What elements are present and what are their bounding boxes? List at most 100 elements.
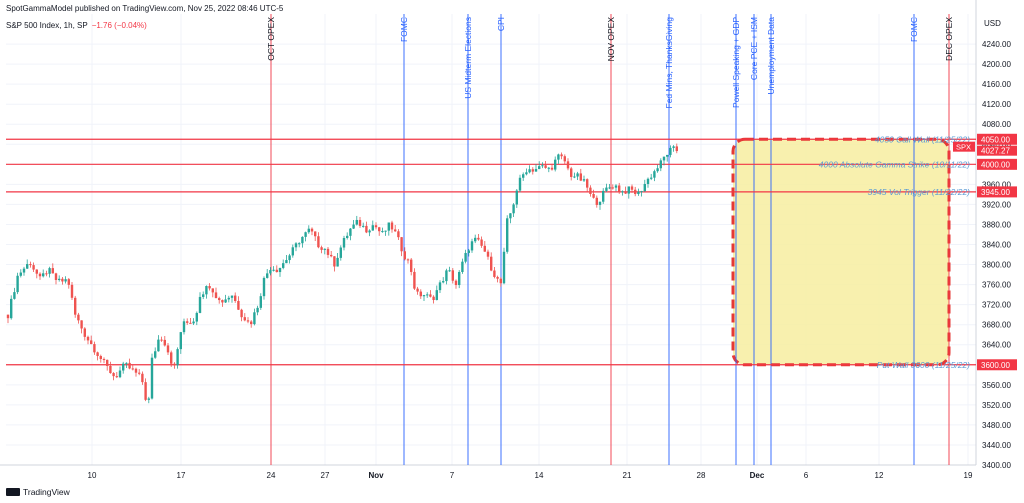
- candle-body-15: [54, 273, 58, 280]
- y-tick-18: 4120.00: [982, 100, 1011, 109]
- event-label-0: OCT OPEX: [266, 17, 276, 61]
- price-axis[interactable]: 3400.00 3440.00 3480.00 3520.00 3560.00 3600.…: [953, 40, 1017, 470]
- level-tag-1: 4000.00: [981, 160, 1010, 169]
- candle-body-200: [646, 178, 650, 184]
- event-label-5: Fed Mins, ThanksGiving: [664, 17, 674, 109]
- y-tick-0: 3400.00: [982, 461, 1011, 470]
- level-label-2: 3945 Vol Trigger (11/22/22): [868, 187, 971, 197]
- x-tick-0: 10: [88, 471, 97, 480]
- candle-body-75: [246, 320, 250, 322]
- candle-body-149: [483, 245, 486, 252]
- candle-body-69: [227, 297, 230, 300]
- candle-body-191: [618, 185, 621, 192]
- candle-body-178: [576, 173, 579, 177]
- candle-body-122: [397, 231, 400, 238]
- y-tick-7: 3680.00: [982, 321, 1011, 330]
- candle-body-131: [426, 294, 429, 296]
- x-tick-10: 6: [804, 471, 809, 480]
- y-tick-17: 4080.00: [982, 120, 1011, 129]
- candle-body-154: [499, 278, 502, 284]
- candle-body-137: [445, 270, 448, 282]
- candle-body-27: [93, 344, 96, 353]
- x-tick-5: 7: [450, 471, 455, 480]
- candle-body-89: [291, 247, 294, 256]
- candle-body-112: [365, 225, 368, 233]
- candle-body-165: [534, 169, 538, 172]
- y-tick-2: 3480.00: [982, 421, 1011, 430]
- candle-body-203: [656, 168, 659, 172]
- candle-body-184: [595, 197, 598, 205]
- candle-body-92: [301, 236, 304, 244]
- candle-body-197: [637, 191, 640, 195]
- candle-body-67: [221, 300, 224, 303]
- candle-body-169: [547, 167, 550, 169]
- symbol-change: −1.76 (−0.04%): [91, 21, 147, 30]
- candle-body-209: [675, 146, 678, 152]
- candle-body-140: [454, 280, 458, 286]
- level-tag-bg-0: [977, 133, 1017, 145]
- candle-body-95: [310, 228, 314, 232]
- price-tag: 4027.27: [981, 147, 1010, 156]
- candle-body-45: [150, 357, 154, 399]
- candle-body-54: [179, 332, 182, 350]
- candle-body-99: [323, 248, 326, 250]
- candle-body-100: [326, 248, 330, 255]
- candle-body-56: [186, 321, 189, 323]
- candle-body-155: [502, 251, 506, 284]
- candle-body-49: [163, 339, 166, 346]
- candle-body-188: [608, 187, 611, 189]
- candle-body-46: [154, 351, 157, 358]
- candle-body-157: [509, 213, 512, 219]
- candle-body-57: [189, 322, 192, 324]
- candle-body-70: [230, 295, 234, 298]
- candle-body-141: [458, 271, 461, 286]
- candle-body-202: [653, 171, 656, 178]
- candle-body-103: [336, 257, 339, 267]
- candle-body-115: [374, 225, 378, 228]
- candle-body-96: [314, 231, 317, 237]
- brand-label: TradingView: [23, 487, 70, 497]
- candle-body-139: [451, 270, 454, 281]
- event-label-6: Powell Speaking + GDP: [731, 17, 741, 108]
- candle-body-58: [192, 321, 195, 324]
- candle-body-4: [19, 272, 22, 276]
- x-tick-2: 24: [267, 471, 276, 480]
- level-tag-3: 3600.00: [981, 361, 1010, 370]
- candle-body-180: [582, 179, 586, 181]
- candle-body-159: [515, 190, 518, 205]
- candle-body-79: [259, 296, 262, 308]
- candle-body-135: [438, 282, 442, 291]
- y-tick-8: 3720.00: [982, 301, 1011, 310]
- x-tick-7: 21: [623, 471, 632, 480]
- candle-body-179: [579, 173, 582, 181]
- candle-body-162: [525, 172, 528, 175]
- candle-body-150: [486, 251, 490, 257]
- candle-body-127: [413, 271, 416, 289]
- candle-body-129: [419, 291, 422, 297]
- y-tick-21: 4240.00: [982, 40, 1011, 49]
- candle-body-50: [166, 345, 170, 353]
- candle-body-44: [147, 398, 150, 400]
- candle-body-114: [371, 225, 374, 231]
- candle-body-60: [198, 296, 202, 313]
- tradingview-brand[interactable]: TradingView: [6, 487, 70, 497]
- y-tick-19: 4160.00: [982, 80, 1011, 89]
- candle-body-85: [278, 267, 282, 273]
- x-tick-9: Dec: [750, 471, 765, 480]
- time-axis[interactable]: 10 17 24 27 Nov 7 14 21 28 Dec 6 12 19: [88, 471, 973, 480]
- symbol-legend[interactable]: S&P 500 Index, 1h, SP −1.76 (−0.04%): [6, 21, 147, 30]
- candle-body-201: [650, 177, 653, 179]
- candle-body-126: [410, 259, 413, 272]
- candle-body-153: [496, 276, 499, 279]
- candle-body-1: [10, 298, 13, 319]
- candle-body-186: [602, 190, 605, 202]
- level-label-3: Put Wall 3600 (11/25/22): [877, 360, 970, 370]
- candle-body-142: [461, 261, 464, 272]
- level-label-0: 4050 Call Wall (11/25/22): [875, 134, 970, 144]
- candle-body-163: [528, 169, 531, 173]
- event-label-4: NOV OPEX: [606, 17, 616, 62]
- candle-body-35: [118, 370, 122, 378]
- candle-body-116: [378, 227, 381, 232]
- candle-body-14: [51, 268, 54, 274]
